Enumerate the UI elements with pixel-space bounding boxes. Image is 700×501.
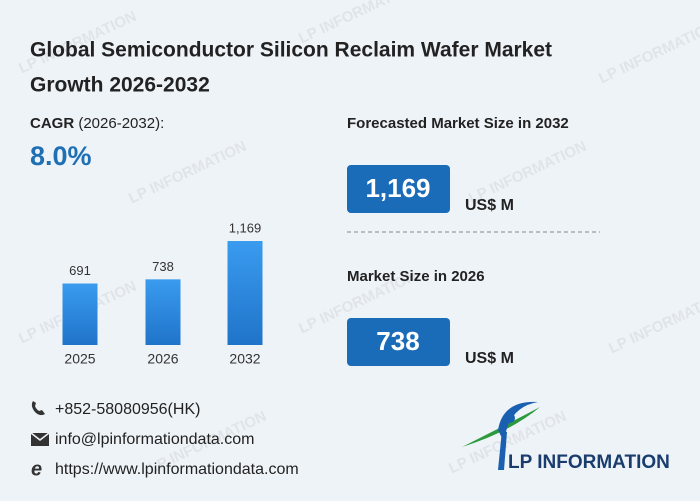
- phone: +852-58080956(HK): [55, 401, 200, 418]
- highlight-unit: US$ M: [465, 197, 514, 214]
- cagr-period: (2026-2032):: [78, 115, 164, 132]
- value-label: 691: [69, 263, 91, 278]
- email-icon-flap: [30, 432, 50, 441]
- value-label: 738: [152, 259, 174, 274]
- title-line: Growth 2026-2032: [30, 74, 210, 97]
- highlight-value: 1,169: [365, 173, 430, 203]
- web-icon: e: [31, 458, 42, 480]
- phone-icon: [31, 401, 45, 416]
- cagr-label: CAGR: [30, 115, 74, 132]
- x-tick-label: 2026: [147, 351, 178, 367]
- bar-chart: 691 2025 738 2026 1,169 2032: [62, 220, 263, 367]
- value-label: 1,169: [229, 220, 262, 235]
- logo-mark: [462, 401, 540, 470]
- bar: [227, 241, 263, 345]
- highlight-label: Market Size in 2026: [347, 268, 485, 285]
- cagr-value: 8.0%: [30, 141, 92, 171]
- title-line: Global Semiconductor Silicon Reclaim Waf…: [30, 39, 552, 62]
- logo-text: LP INFORMATION: [508, 452, 670, 473]
- bar: [145, 279, 181, 345]
- x-tick-label: 2032: [229, 351, 260, 367]
- highlight-box: [347, 165, 450, 213]
- highlight-unit: US$ M: [465, 350, 514, 367]
- highlight-box: [347, 318, 450, 366]
- x-tick-label: 2025: [64, 351, 95, 367]
- cagr-line: CAGR (2026-2032):: [30, 115, 164, 132]
- bar: [62, 283, 98, 345]
- highlight-value: 738: [376, 326, 419, 356]
- email: info@lpinformationdata.com: [55, 431, 254, 448]
- website: https://www.lpinformationdata.com: [55, 461, 299, 478]
- highlight-label: Forecasted Market Size in 2032: [347, 115, 569, 132]
